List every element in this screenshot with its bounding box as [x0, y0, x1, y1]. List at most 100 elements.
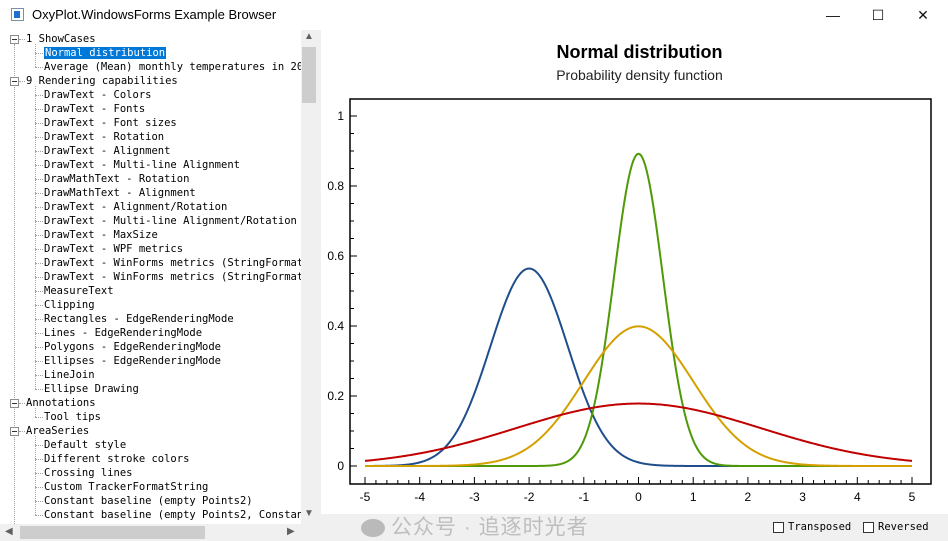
y-tick-label: 0.6 [327, 249, 344, 263]
tree-item[interactable]: Different stroke colors [44, 452, 189, 466]
collapse-icon[interactable] [10, 35, 19, 44]
tree-item[interactable]: Crossing lines [44, 466, 133, 480]
tree-item[interactable]: DrawText - Multi-line Alignment/Rotation [44, 214, 297, 228]
splitter[interactable] [317, 30, 321, 541]
tree-connector [35, 487, 43, 488]
x-tick-label: 0 [635, 490, 642, 504]
tree-item[interactable]: Ellipse Drawing [44, 382, 139, 396]
tree-item[interactable]: DrawText - Colors [44, 88, 151, 102]
examples-tree[interactable]: 1 ShowCases Normal distribution Average (M… [0, 30, 301, 524]
tree-connector [35, 221, 43, 222]
reversed-checkbox-box[interactable] [863, 521, 874, 533]
tree-connector [35, 53, 43, 54]
tree-item[interactable]: LineJoin [44, 368, 95, 382]
tree-connector [35, 109, 43, 110]
tree-item[interactable]: DrawText - Alignment/Rotation [44, 200, 227, 214]
minimize-button[interactable]: — [826, 7, 840, 23]
tree-group[interactable]: 1 ShowCases [26, 33, 96, 45]
collapse-icon[interactable] [10, 399, 19, 408]
tree-item[interactable]: DrawMathText - Rotation [44, 172, 189, 186]
tree-connector [35, 319, 43, 320]
tree-item[interactable]: Default style [44, 438, 126, 452]
options-bar: 公众号 · 追逐时光者 Transposed Reversed [321, 514, 948, 541]
tree-item-label: DrawMathText - Rotation [44, 173, 190, 185]
tree-item[interactable]: Clipping [44, 298, 95, 312]
tree-item-label: Constant baseline (empty Points2) [44, 495, 253, 507]
tree-item-label: DrawText - WinForms metrics (StringForma… [44, 257, 301, 269]
tree-item[interactable]: Lines - EdgeRenderingMode [44, 326, 202, 340]
tree-connector [35, 389, 43, 390]
transposed-checkbox-box[interactable] [773, 521, 784, 533]
tree-item[interactable]: DrawText - WinForms metrics (StringForma… [44, 256, 301, 270]
tree-item-label: Tool tips [44, 411, 101, 423]
tree-vertical-scrollbar[interactable]: ▲ ▼ [301, 30, 317, 524]
tree-connector [35, 137, 43, 138]
tree-item[interactable]: DrawText - Rotation [44, 130, 164, 144]
tree-connector [35, 408, 36, 417]
tree-horizontal-scrollbar[interactable]: ◀ ▶ [0, 524, 317, 541]
x-tick-label: -1 [578, 490, 589, 504]
tree-item[interactable]: Tool tips [44, 410, 101, 424]
window-title: OxyPlot.WindowsForms Example Browser [32, 7, 277, 22]
y-tick-label: 0.8 [327, 179, 344, 193]
scroll-up-icon[interactable]: ▲ [304, 31, 314, 42]
horizontal-scroll-thumb[interactable] [20, 526, 205, 539]
tree-item[interactable]: DrawText - Fonts [44, 102, 145, 116]
collapse-icon[interactable] [10, 77, 19, 86]
tree-item[interactable]: Ellipses - EdgeRenderingMode [44, 354, 221, 368]
close-button[interactable]: ✕ [917, 6, 929, 23]
tree-item[interactable]: DrawText - Alignment [44, 144, 170, 158]
chart-title: Normal distribution [556, 42, 723, 62]
chart-subtitle: Probability density function [556, 67, 723, 83]
tree-item[interactable]: DrawText - Multi-line Alignment [44, 158, 240, 172]
reversed-label: Reversed [878, 521, 929, 533]
tree-connector [19, 81, 25, 82]
tree-item[interactable]: Rectangles - EdgeRenderingMode [44, 312, 234, 326]
tree-connector [19, 39, 25, 40]
tree-connector [35, 459, 43, 460]
tree-item[interactable]: Average (Mean) monthly temperatures in 2… [44, 60, 301, 74]
tree-connector [35, 95, 43, 96]
tree-item[interactable]: Constant baseline (empty Points2) [44, 494, 253, 508]
tree-item[interactable]: DrawText - WinForms metrics (StringForma… [44, 270, 301, 284]
tree-item-label: Rectangles - EdgeRenderingMode [44, 313, 234, 325]
scroll-down-icon[interactable]: ▼ [304, 508, 314, 519]
series-line-n-0-1 [365, 325, 912, 467]
watermark: 公众号 · 追逐时光者 [361, 515, 589, 540]
app-icon [11, 8, 24, 21]
tree-group[interactable]: Annotations [26, 397, 96, 409]
tree-item[interactable]: Polygons - EdgeRenderingMode [44, 340, 221, 354]
maximize-button[interactable]: ☐ [871, 6, 885, 23]
tree-connector [35, 305, 43, 306]
tree-connector [35, 193, 43, 194]
x-tick-label: 3 [799, 490, 806, 504]
vertical-scroll-thumb[interactable] [302, 47, 316, 103]
tree-item[interactable]: DrawText - MaxSize [44, 228, 158, 242]
transposed-checkbox[interactable]: Transposed [773, 521, 851, 533]
x-tick-label: -3 [469, 490, 480, 504]
collapse-icon[interactable] [10, 427, 19, 436]
tree-item[interactable]: MeasureText [44, 284, 114, 298]
tree-item[interactable]: Normal distribution [44, 46, 167, 60]
tree-item-label: Crossing lines [44, 467, 133, 479]
scroll-right-icon[interactable]: ▶ [287, 526, 295, 537]
tree-item-label: Custom TrackerFormatString [44, 481, 209, 493]
wechat-icon [361, 519, 385, 538]
tree-item[interactable]: DrawText - WPF metrics [44, 242, 183, 256]
tree-item-label: Average (Mean) monthly temperatures in 2… [44, 61, 301, 73]
scroll-left-icon[interactable]: ◀ [5, 526, 13, 537]
tree-group[interactable]: 9 Rendering capabilities [26, 75, 178, 87]
tree-item[interactable]: Custom TrackerFormatString [44, 480, 208, 494]
tree-item[interactable]: DrawText - Font sizes [44, 116, 177, 130]
tree-group[interactable]: AreaSeries [26, 425, 90, 437]
tree-item[interactable]: Constant baseline (empty Points2, Consta… [44, 508, 301, 522]
x-tick-label: -5 [360, 490, 371, 504]
tree-connector [35, 445, 43, 446]
tree-item-label: LineJoin [44, 369, 95, 381]
tree-item-label: Clipping [44, 299, 95, 311]
x-tick-label: 2 [745, 490, 752, 504]
tree-item-label: Ellipse Drawing [44, 383, 139, 395]
reversed-checkbox[interactable]: Reversed [863, 521, 929, 533]
tree-connector [35, 179, 43, 180]
tree-item[interactable]: DrawMathText - Alignment [44, 186, 196, 200]
